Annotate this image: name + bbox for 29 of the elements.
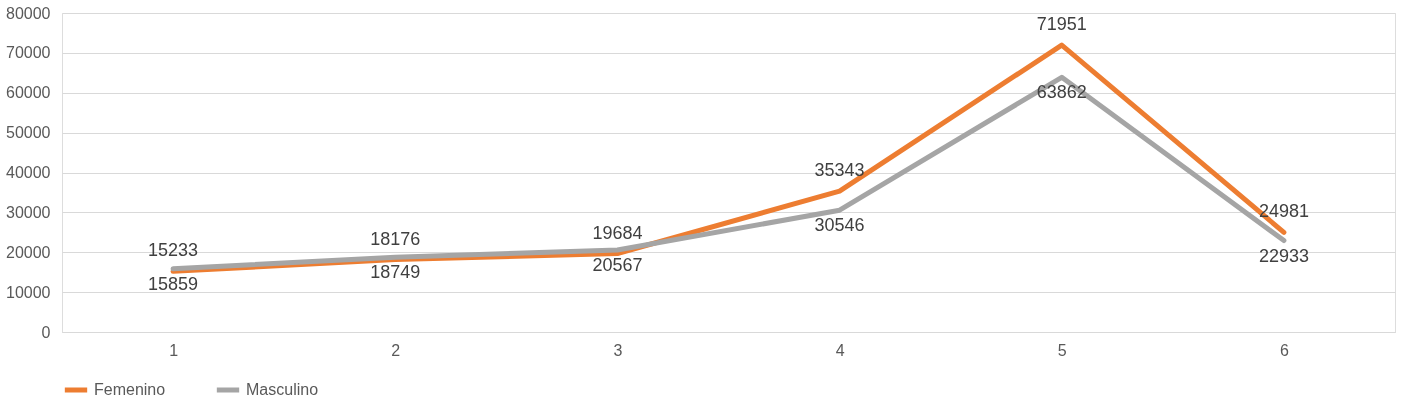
x-tick-label: 6	[1279, 341, 1289, 359]
data-label: 22933	[1258, 245, 1309, 266]
data-label: 35343	[814, 160, 865, 181]
x-tick-label: 1	[169, 341, 179, 359]
data-label: 19684	[592, 222, 643, 243]
data-label: 18176	[370, 228, 421, 249]
data-label: 18749	[370, 262, 421, 283]
data-label: 30546	[814, 215, 865, 236]
y-tick-label: 50000	[6, 124, 51, 142]
x-tick-label: 5	[1057, 341, 1067, 359]
legend-label: Femenino	[94, 381, 166, 398]
data-label: 15859	[148, 273, 199, 294]
y-tick-label: 30000	[6, 203, 51, 221]
y-tick-label: 20000	[6, 243, 51, 261]
y-tick-label: 10000	[6, 283, 51, 301]
y-tick-label: 80000	[6, 4, 51, 22]
x-tick-label: 4	[835, 341, 845, 359]
y-tick-label: 40000	[6, 164, 51, 181]
y-tick-label: 60000	[6, 84, 51, 102]
data-label: 63862	[1036, 82, 1087, 103]
legend-label: Masculino	[246, 381, 319, 398]
data-label: 15233	[148, 240, 199, 261]
data-label: 71951	[1036, 14, 1087, 35]
y-tick-label: 0	[41, 323, 51, 341]
data-label: 20567	[592, 254, 643, 275]
data-label: 24981	[1258, 201, 1309, 222]
y-tick-label: 70000	[6, 44, 51, 62]
x-tick-label: 2	[391, 341, 401, 359]
x-tick-label: 3	[613, 341, 623, 359]
